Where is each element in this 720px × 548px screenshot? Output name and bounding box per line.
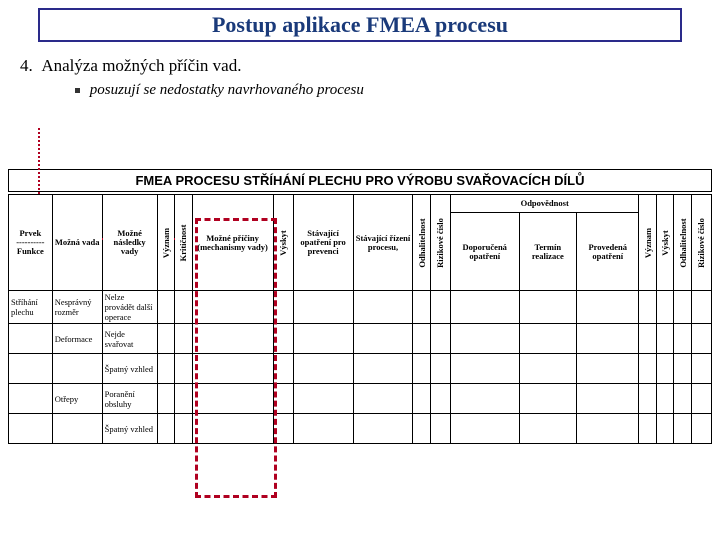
col-odhalitelnost: Odhalitelnost [413,195,430,291]
fmea-table-title: FMEA PROCESU STŘÍHÁNÍ PLECHU PRO VÝROBU … [8,169,712,192]
fmea-table: Prvek ---------- Funkce Možná vada Možné… [8,194,712,444]
col-provedena: Provedená opatření [577,213,639,291]
col-vyskyt2: Výskyt [656,195,673,291]
col-rizeni: Stávající řízení procesu, [353,195,413,291]
col-doporucena: Doporučená opatření [450,213,519,291]
bullet-icon [75,88,80,93]
col-odpovednost: Odpovědnost [450,195,639,213]
col-prvek: Prvek ---------- Funkce [9,195,53,291]
title-box: Postup aplikace FMEA procesu [38,8,682,42]
bullet-line: posuzují se nedostatky navrhovaného proc… [75,82,720,99]
col-priciny: Možné příčiny (mechanismy vady) [192,195,273,291]
page-title: Postup aplikace FMEA procesu [212,12,508,37]
table-row: Špatný vzhled [9,354,712,384]
bullet-text: posuzují se nedostatky navrhovaného proc… [90,82,364,98]
col-riziko2: Rizikové číslo [691,195,711,291]
col-kriticnost: Kritičnost [175,195,192,291]
table-row: Otřepy Poranění obsluhy [9,384,712,414]
section-text: Analýza možných příčin vad. [41,56,241,75]
table-row: Špatný vzhled [9,414,712,444]
section-number: 4. [20,56,38,76]
col-opatreni-prev: Stávající opatření pro prevenci [293,195,353,291]
col-vyznam: Význam [157,195,174,291]
col-odhal2: Odhalitelnost [674,195,691,291]
table-row: Stříhání plechu Nesprávný rozměr Nelze p… [9,291,712,324]
col-termin: Termín realizace [519,213,576,291]
table: Prvek ---------- Funkce Možná vada Možné… [8,194,712,444]
col-vada: Možná vada [52,195,102,291]
col-riziko: Rizikové číslo [430,195,450,291]
table-body: Stříhání plechu Nesprávný rozměr Nelze p… [9,291,712,444]
col-vyznam2: Význam [639,195,656,291]
col-vyskyt: Výskyt [273,195,293,291]
table-row: Deformace Nejde svařovat [9,324,712,354]
col-nasledky: Možné následky vady [102,195,157,291]
section-heading: 4. Analýza možných příčin vad. [20,56,700,76]
